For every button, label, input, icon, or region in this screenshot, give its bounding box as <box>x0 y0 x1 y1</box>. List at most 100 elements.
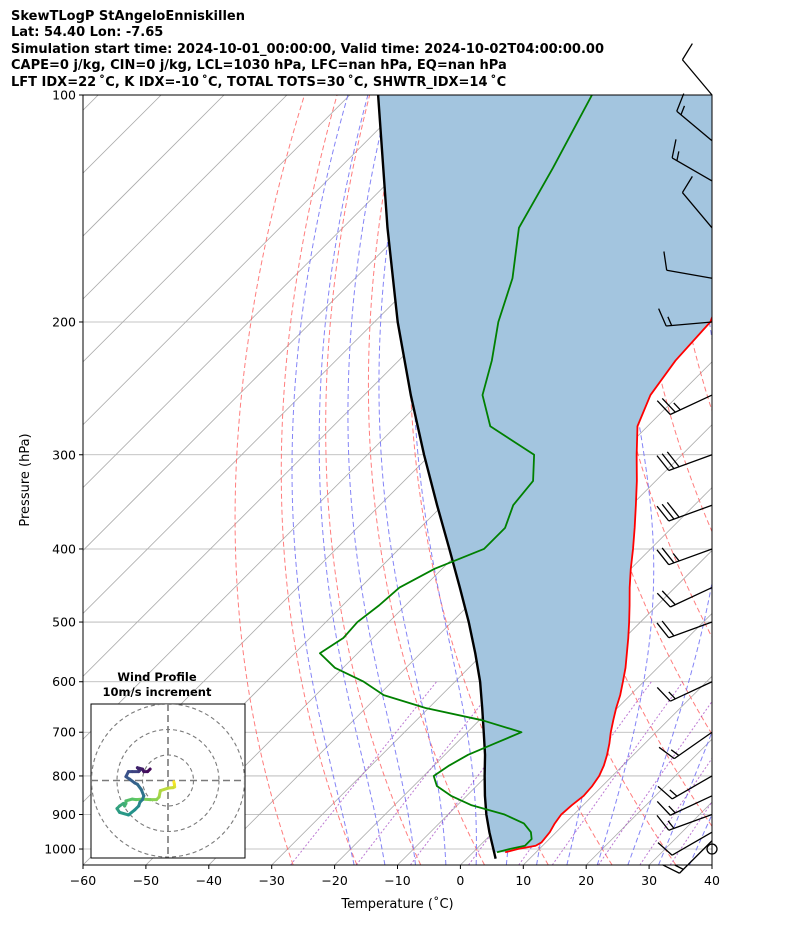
y-tick-label: 400 <box>52 541 76 556</box>
wind-barb <box>656 501 713 522</box>
wind-barb <box>662 840 713 874</box>
barb-flag <box>656 505 670 522</box>
mixing-ratio-line <box>669 800 712 865</box>
x-tick-label: 20 <box>578 873 594 888</box>
hodograph-segment <box>146 767 152 774</box>
y-tick-label: 700 <box>52 725 76 740</box>
barb-staff <box>670 681 713 702</box>
wind-barb <box>671 139 713 182</box>
wind-barb <box>656 451 713 472</box>
x-tick-label: 0 <box>456 873 464 888</box>
wind-barb <box>681 43 713 96</box>
barb-flag <box>671 139 677 159</box>
barb-flag <box>661 453 675 470</box>
wind-barb <box>657 775 713 800</box>
y-tick-label: 200 <box>52 314 76 329</box>
dry-adiabat <box>234 95 305 865</box>
barb-flag <box>663 251 668 271</box>
y-tick-label: 100 <box>52 88 76 103</box>
x-tick-label: 40 <box>704 873 720 888</box>
barb-half-flag <box>669 789 678 797</box>
mixing-ratio-line <box>551 681 684 865</box>
barb-staff <box>668 813 713 831</box>
x-tick-label: −10 <box>384 873 410 888</box>
dry-adiabat <box>629 95 712 533</box>
dry-adiabat <box>728 95 794 865</box>
barb-half-flag <box>673 402 681 411</box>
barb-staff <box>670 586 713 608</box>
barb-staff <box>666 321 713 327</box>
x-tick-label: −20 <box>321 873 347 888</box>
x-tick-label: −30 <box>259 873 285 888</box>
barb-flag <box>656 592 671 608</box>
cape-cin-shading <box>378 95 712 853</box>
time-line: Simulation start time: 2024-10-01_00:00:… <box>11 41 604 57</box>
isotherm-line <box>83 95 225 237</box>
barb-staff <box>671 157 713 182</box>
y-tick-label: 300 <box>52 447 76 462</box>
dry-adiabat <box>280 95 358 865</box>
wind-barb <box>656 681 713 702</box>
dry-adiabat <box>325 95 422 865</box>
barb-flag <box>656 400 671 415</box>
barb-half-flag <box>668 805 676 814</box>
dewpoint-line <box>319 95 593 854</box>
barb-staff <box>671 775 713 800</box>
barb-half-flag <box>680 105 686 115</box>
hodograph-subtitle: 10m/s increment <box>103 685 212 699</box>
chart-title: SkewTLogP StAngeloEnniskillen <box>11 9 245 24</box>
barb-flag <box>676 93 685 112</box>
barb-flag <box>656 801 671 816</box>
hodograph-segment <box>118 810 130 817</box>
barb-half-flag <box>674 864 684 870</box>
wind-barb <box>657 831 713 856</box>
y-axis-label: Pressure (hPa) <box>18 433 33 526</box>
barb-staff <box>666 269 713 279</box>
barb-staff <box>670 394 713 416</box>
barb-flag <box>661 620 675 637</box>
barb-flag <box>666 501 680 518</box>
barb-flag <box>661 503 675 520</box>
wind-barb <box>658 308 713 327</box>
barb-flag <box>662 864 680 874</box>
x-tick-label: 30 <box>641 873 657 888</box>
isotherm-line <box>334 487 712 865</box>
barb-flag <box>658 746 675 760</box>
moist-adiabat <box>347 95 416 865</box>
barb-staff <box>668 548 713 566</box>
barb-staff <box>668 454 713 472</box>
hodograph-title: Wind Profile <box>117 670 197 684</box>
barb-flag <box>656 549 670 566</box>
barb-staff <box>681 59 713 96</box>
barb-half-flag <box>670 749 680 756</box>
cape-line: CAPE=0 j/kg, CIN=0 j/kg, LCL=1030 hPa, L… <box>11 58 507 74</box>
barb-flag <box>657 842 673 856</box>
barb-staff <box>681 192 713 229</box>
barb-flag <box>661 590 676 606</box>
moist-adiabat <box>720 95 794 865</box>
barb-flag <box>681 43 693 61</box>
barb-flag <box>661 547 675 564</box>
barb-flag <box>657 785 673 800</box>
isotherm-line <box>271 424 712 865</box>
isotherm-line <box>523 675 712 865</box>
wind-barb <box>676 93 713 142</box>
dry-adiabat <box>367 95 485 865</box>
mixing-ratio-line <box>290 681 437 865</box>
barb-flag <box>656 622 670 639</box>
moist-adiabat <box>751 95 794 865</box>
barb-flag <box>658 308 667 327</box>
y-tick-label: 600 <box>52 674 76 689</box>
barb-flag <box>661 397 676 413</box>
barb-half-flag <box>672 553 680 562</box>
wind-barb <box>656 547 713 566</box>
barb-flag <box>666 451 680 468</box>
dry-adiabat <box>761 95 794 865</box>
wind-barb <box>656 394 713 416</box>
isotherm-line <box>83 95 476 489</box>
barb-staff <box>679 840 713 874</box>
barb-staff <box>671 831 713 856</box>
y-tick-label: 1000 <box>44 842 76 857</box>
barb-half-flag <box>676 151 680 161</box>
